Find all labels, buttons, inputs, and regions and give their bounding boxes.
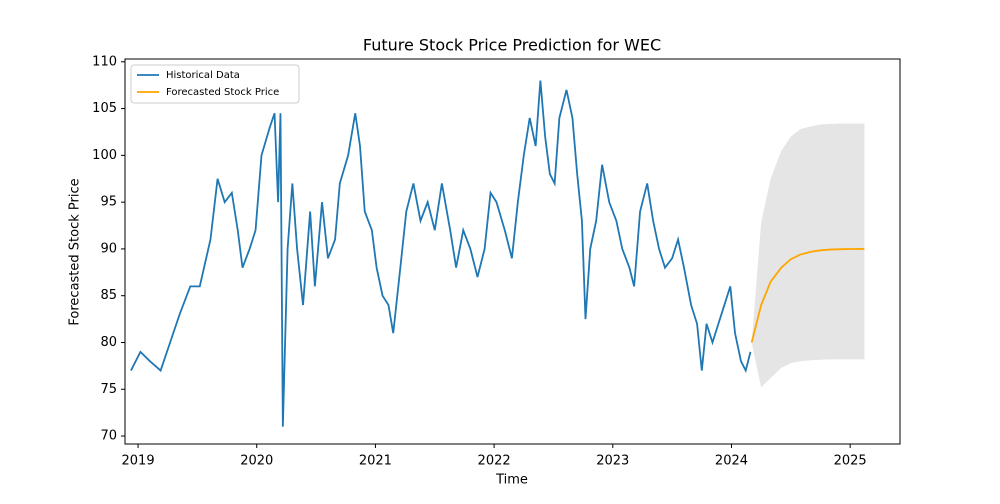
- y-tick-label: 80: [100, 335, 117, 350]
- legend-box: [130, 64, 300, 104]
- legend-label: Historical Data: [166, 70, 240, 81]
- legend-label: Forecasted Stock Price: [166, 87, 279, 98]
- y-tick-label: 90: [100, 241, 117, 256]
- x-tick-label: 2022: [478, 454, 511, 469]
- y-tick-label: 70: [100, 429, 117, 444]
- y-tick-label: 75: [100, 382, 117, 397]
- series-line: [130, 80, 752, 427]
- x-axis-label: Time: [495, 473, 528, 488]
- x-tick-label: 2023: [596, 454, 629, 469]
- x-tick-label: 2019: [122, 454, 155, 469]
- y-axis-label: Forecasted Stock Price: [68, 178, 83, 325]
- x-tick-label: 2025: [834, 454, 867, 469]
- series-line: [750, 248, 865, 343]
- x-tick-label: 2021: [359, 454, 392, 469]
- y-tick-label: 85: [100, 288, 117, 303]
- x-tick-label: 2020: [240, 454, 273, 469]
- x-tick-label: 2024: [715, 454, 748, 469]
- chart-title: Future Stock Price Prediction for WEC: [363, 36, 661, 55]
- plot-frame: [124, 58, 901, 445]
- y-tick-label: 100: [92, 148, 117, 163]
- y-tick-label: 105: [92, 101, 117, 116]
- y-tick-label: 95: [100, 195, 117, 210]
- confidence-band: [751, 123, 865, 388]
- y-tick-label: 110: [92, 54, 117, 69]
